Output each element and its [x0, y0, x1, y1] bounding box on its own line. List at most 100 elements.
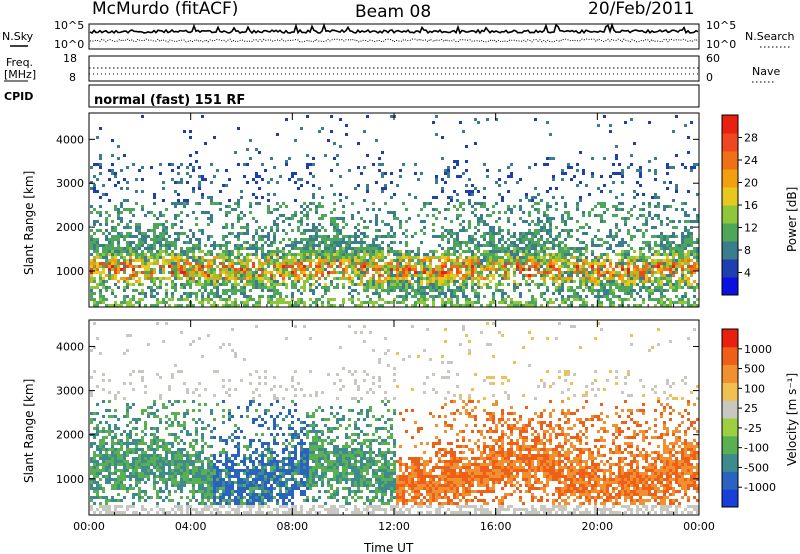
data-cell: [399, 274, 402, 277]
data-cell: [447, 283, 450, 286]
nsearch-label: N.Search: [745, 30, 795, 43]
data-cell: [225, 223, 228, 226]
data-cell: [174, 181, 177, 184]
data-cell: [186, 304, 189, 307]
data-cell: [312, 235, 315, 238]
data-cell: [351, 301, 354, 304]
data-cell: [651, 247, 654, 250]
data-cell: [141, 490, 144, 493]
data-cell: [504, 241, 507, 244]
data-cell: [531, 262, 534, 265]
data-cell: [468, 199, 471, 202]
data-cell: [534, 298, 537, 301]
data-cell: [111, 238, 114, 241]
data-cell: [114, 457, 117, 460]
data-cell: [444, 280, 447, 283]
data-cell: [681, 256, 684, 259]
data-cell: [405, 271, 408, 274]
data-cell: [558, 289, 561, 292]
data-cell: [357, 241, 360, 244]
data-cell: [273, 280, 276, 283]
data-cell: [225, 235, 228, 238]
data-cell: [615, 262, 618, 265]
data-cell: [117, 487, 120, 490]
data-cell: [294, 214, 297, 217]
data-cell: [129, 334, 132, 337]
data-cell: [405, 268, 408, 271]
data-cell: [237, 256, 240, 259]
data-cell: [303, 202, 306, 205]
data-cell: [663, 301, 666, 304]
data-cell: [363, 274, 366, 277]
data-cell: [564, 256, 567, 259]
data-cell: [372, 268, 375, 271]
data-cell: [621, 175, 624, 178]
data-cell: [480, 265, 483, 268]
data-cell: [348, 256, 351, 259]
data-cell: [273, 292, 276, 295]
data-cell: [180, 256, 183, 259]
data-cell: [126, 187, 129, 190]
data-cell: [594, 205, 597, 208]
data-cell: [393, 259, 396, 262]
data-cell: [426, 271, 429, 274]
data-cell: [537, 250, 540, 253]
data-cell: [306, 259, 309, 262]
data-cell: [504, 301, 507, 304]
data-cell: [177, 181, 180, 184]
data-cell: [600, 289, 603, 292]
data-cell: [132, 277, 135, 280]
data-cell: [240, 265, 243, 268]
data-cell: [192, 265, 195, 268]
data-cell: [687, 256, 690, 259]
data-cell: [159, 466, 162, 469]
data-cell: [198, 256, 201, 259]
data-cell: [558, 259, 561, 262]
data-cell: [90, 499, 93, 502]
data-cell: [624, 121, 627, 124]
data-cell: [144, 466, 147, 469]
data-cell: [669, 301, 672, 304]
data-cell: [201, 295, 204, 298]
data-cell: [330, 130, 333, 133]
data-cell: [360, 265, 363, 268]
data-cell: [330, 169, 333, 172]
data-cell: [348, 262, 351, 265]
data-cell: [111, 265, 114, 268]
data-cell: [660, 289, 663, 292]
data-cell: [393, 217, 396, 220]
data-cell: [420, 172, 423, 175]
data-cell: [540, 265, 543, 268]
data-cell: [552, 283, 555, 286]
data-cell: [267, 289, 270, 292]
data-cell: [138, 487, 141, 490]
data-cell: [465, 190, 468, 193]
data-cell: [384, 265, 387, 268]
data-cell: [126, 226, 129, 229]
data-cell: [156, 250, 159, 253]
data-cell: [591, 283, 594, 286]
data-cell: [234, 286, 237, 289]
data-cell: [165, 460, 168, 463]
data-cell: [642, 271, 645, 274]
data-cell: [582, 265, 585, 268]
data-cell: [636, 292, 639, 295]
data-cell: [486, 274, 489, 277]
data-cell: [615, 196, 618, 199]
data-cell: [285, 286, 288, 289]
data-cell: [333, 241, 336, 244]
data-cell: [351, 295, 354, 298]
data-cell: [174, 454, 177, 457]
data-cell: [147, 406, 150, 409]
data-cell: [459, 283, 462, 286]
data-cell: [180, 226, 183, 229]
data-cell: [99, 511, 102, 514]
data-cell: [135, 451, 138, 454]
data-cell: [93, 487, 96, 490]
data-cell: [570, 253, 573, 256]
data-cell: [681, 259, 684, 262]
data-cell: [96, 178, 99, 181]
data-cell: [363, 241, 366, 244]
data-cell: [180, 232, 183, 235]
data-cell: [546, 301, 549, 304]
